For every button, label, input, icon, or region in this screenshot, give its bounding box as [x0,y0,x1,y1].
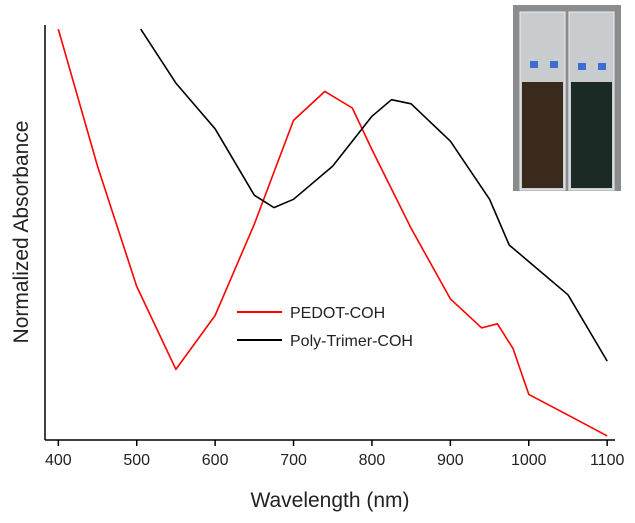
x-tick-label: 500 [123,452,150,469]
x-tick-label: 400 [45,452,72,469]
y-axis-label: Normalized Absorbance [10,121,33,344]
x-tick-label: 600 [202,452,229,469]
x-tick-label: 800 [359,452,386,469]
legend-label: PEDOT-COH [290,305,385,322]
x-tick-label: 1000 [511,452,547,469]
x-tick-label: 900 [437,452,464,469]
x-tick-label: 1100 [590,452,625,469]
x-tick-label: 700 [280,452,307,469]
line-series [140,28,608,362]
inset-photo [513,5,621,191]
x-axis-label: Wavelength (nm) [250,489,409,512]
legend-label: Poly-Trimer-COH [290,333,413,350]
